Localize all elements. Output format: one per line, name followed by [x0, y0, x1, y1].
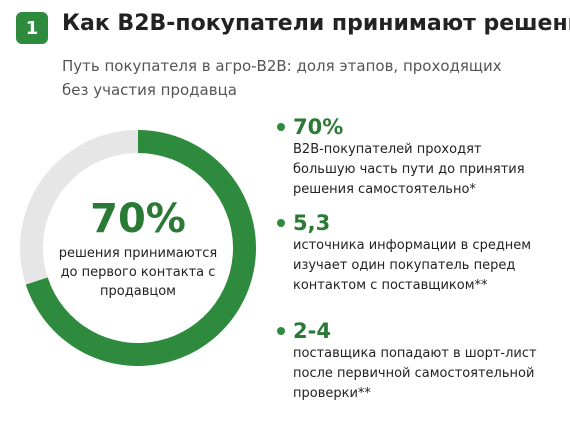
stat-text: B2B-покупателей проходят большую часть п… [293, 142, 525, 197]
stat: 2-4 поставщика попадают в шорт-лист после… [277, 318, 547, 404]
center-value: 70% [90, 196, 186, 242]
stat-value: 2-4 [293, 319, 331, 343]
stat-text: источника информации в среднем изучает о… [293, 238, 532, 293]
subtitle: Путь покупателя в агро-B2B: доля этапов,… [62, 57, 502, 99]
donut-segment [19, 129, 138, 285]
bullet [277, 219, 285, 227]
title: Как B2B-покупатели принимают решения [62, 11, 570, 36]
stat-value: 70% [293, 115, 344, 139]
stat: 70% B2B-покупателей проходят большую част… [277, 114, 547, 200]
stat-text: поставщика попадают в шорт-лист после пе… [293, 346, 537, 401]
stat-value: 5,3 [293, 211, 331, 235]
bullet [277, 123, 285, 131]
bullet [277, 327, 285, 335]
center-caption: решения принимаются до первого контакта … [58, 246, 218, 299]
stat: 5,3 источника информации в среднем изучае… [277, 210, 547, 296]
section-badge: 1 [16, 12, 48, 44]
